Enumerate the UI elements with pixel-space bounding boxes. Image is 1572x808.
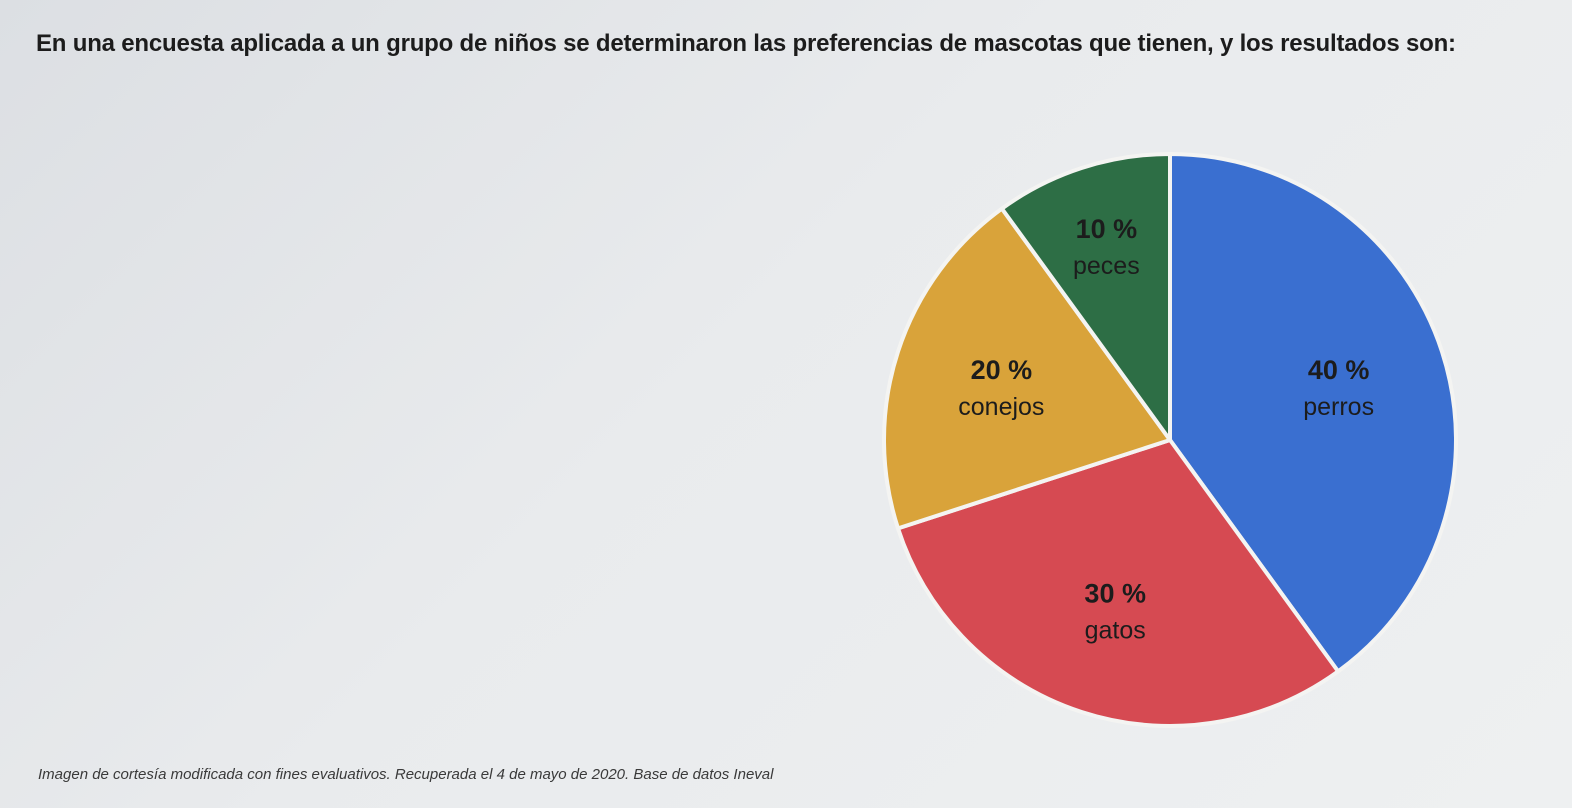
slice-percent-label-perros: 40 % — [1308, 355, 1370, 385]
pie-slice-peces — [999, 152, 1172, 442]
pie-slices — [882, 152, 1458, 729]
slice-percent-label-peces: 10 % — [1076, 214, 1138, 244]
pie-labels: 40 % perros 30 % gatos 20 % conejos 10 % peces — [958, 214, 1374, 644]
slice-percent-label-conejos: 20 % — [971, 355, 1033, 385]
question-text: En una encuesta aplicada a un grupo de n… — [36, 30, 1456, 57]
slice-percent-label-gatos: 30 % — [1084, 579, 1146, 609]
slice-name-label-peces: peces — [1073, 252, 1140, 280]
slice-name-label-conejos: conejos — [958, 393, 1044, 421]
pie-slice-conejos — [882, 206, 1172, 531]
slice-name-label-perros: perros — [1303, 393, 1374, 421]
pie-slice-gatos — [895, 438, 1341, 729]
slice-name-label-gatos: gatos — [1085, 617, 1146, 645]
image-credit: Imagen de cortesía modificada con fines … — [38, 766, 774, 783]
pie-slice-perros — [1168, 152, 1458, 674]
